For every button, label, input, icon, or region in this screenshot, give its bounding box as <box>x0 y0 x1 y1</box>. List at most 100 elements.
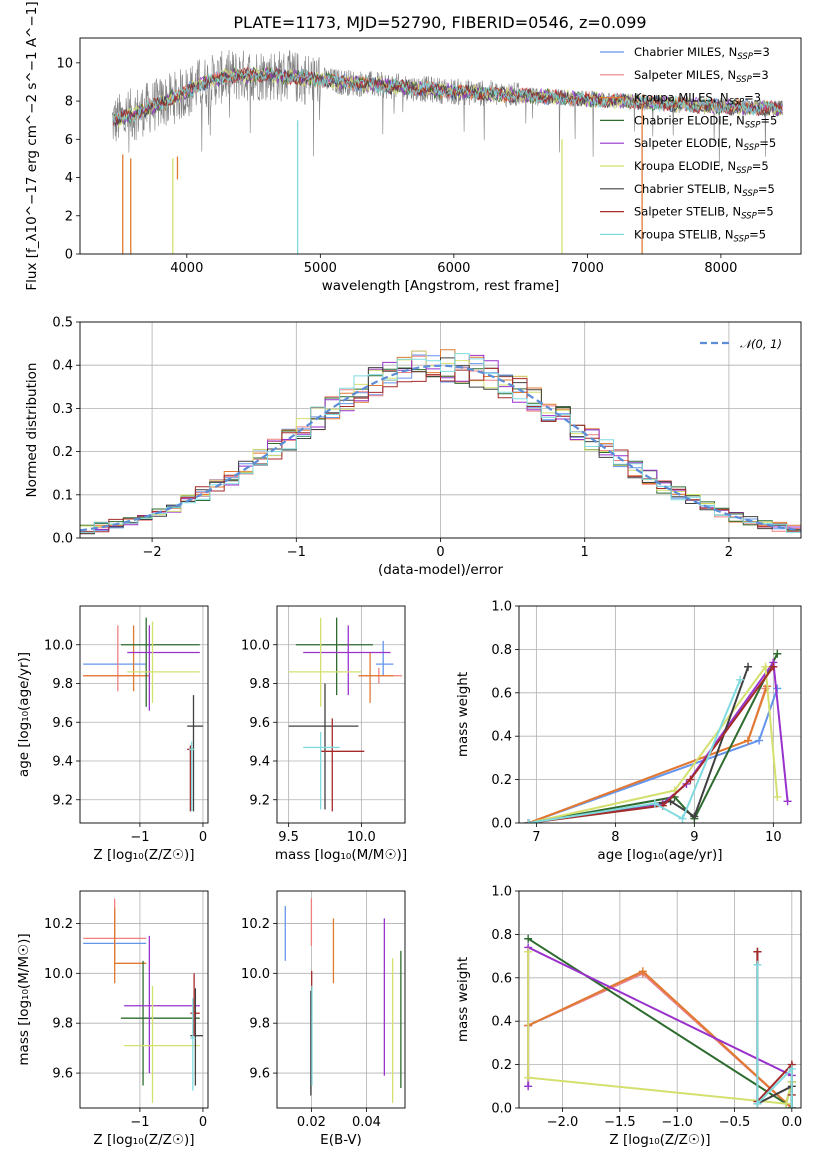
legend-entry-sub: SSP <box>742 189 758 199</box>
mass-weight-marker <box>753 947 762 956</box>
y-tick-label: 9.8 <box>52 677 73 692</box>
x-tick-label: −1 <box>287 545 306 560</box>
legend-entry: Salpeter STELIB, NSSP=5 <box>634 205 774 222</box>
errorbar-point <box>124 985 200 1104</box>
axes-frame <box>79 890 209 1109</box>
legend-entry-name: Chabrier MILES, N <box>634 45 737 59</box>
errorbar-point <box>83 625 150 692</box>
x-tick-label: −1 <box>130 830 149 845</box>
y-tick-label: 10.0 <box>44 638 73 653</box>
mass-weight-marker <box>782 1099 791 1108</box>
legend-entry-tail: =5 <box>759 136 776 150</box>
x-tick-label: 0 <box>199 1115 207 1130</box>
x-tick-label: 0.02 <box>297 1115 326 1130</box>
mass-weight-marker <box>524 819 533 823</box>
x-tick-label: −2 <box>143 545 162 560</box>
legend-entry-name: Chabrier ELODIE, N <box>634 113 745 127</box>
y-tick-label: 10.2 <box>44 917 73 932</box>
x-axis-label: E(B-V) <box>320 1132 362 1148</box>
y-tick-label: 1.0 <box>491 885 512 900</box>
mass-weight-line <box>527 945 793 1087</box>
x-axis-label: Z [log₁₀(Z/Z☉)] <box>93 1132 194 1148</box>
figure-title: PLATE=1173, MJD=52790, FIBERID=0546, z=0… <box>233 13 646 32</box>
mass-weight-marker <box>690 812 699 821</box>
legend-entry-sub: SSP <box>744 143 760 153</box>
x-axis-label: wavelength [Angstrom, rest frame] <box>322 278 560 294</box>
axes-frame <box>79 37 802 255</box>
mass-weight-marker <box>773 649 782 658</box>
plot-area <box>83 898 203 1104</box>
legend-entry: Chabrier STELIB, NSSP=5 <box>634 182 775 199</box>
x-tick-label: 10 <box>765 830 782 845</box>
age_vs_Z-chart: −1 0 9.2 9.4 9.6 9.8 10.0 Z [log₁₀(Z/Z☉)] age [l… <box>16 605 209 863</box>
x-tick-label: 5000 <box>304 261 337 276</box>
y-tick-label: 9.8 <box>249 677 270 692</box>
y-tick-label: 0.0 <box>52 532 73 547</box>
legend-entry: Kroupa ELODIE, NSSP=5 <box>634 159 769 176</box>
legend-entry: 𝒩(0, 1) <box>740 337 782 351</box>
y-tick-label: 10.0 <box>241 967 270 982</box>
legend-entry-name: Salpeter ELODIE, N <box>634 136 744 150</box>
y-axis-label: Flux [f_λ10^−17 erg cm^−2 s^−1 A^−1] <box>24 1 40 290</box>
residual-histogram <box>80 367 801 533</box>
mass-weight-marker <box>686 775 695 784</box>
legend-entry-sub: SSP <box>741 212 757 222</box>
y-tick-label: 0.6 <box>491 686 512 701</box>
y-tick-label: 1.0 <box>491 600 512 615</box>
mass-weight-marker <box>787 1104 796 1108</box>
plot-area <box>83 617 203 812</box>
x-tick-label: 0 <box>199 830 207 845</box>
legend-entry-sub: SSP <box>736 166 752 176</box>
legend-entry-name: Kroupa ELODIE, N <box>634 159 736 173</box>
legend-entry-sub: SSP <box>734 234 750 244</box>
y-tick-label: 0.8 <box>491 928 512 943</box>
spectrum-chart: 4000 5000 6000 7000 8000 0 2 4 6 8 10 wavelength [A… <box>24 1 802 294</box>
legend-entry-sub: SSP <box>737 52 753 62</box>
y-tick-label: 8 <box>65 95 73 110</box>
legend-entry-sub: SSP <box>729 98 745 108</box>
mass_vs_ebv-chart: 0.02 0.04 9.6 9.8 10.0 10.2 E(B-V) <box>241 890 406 1148</box>
x-axis-label: age [log₁₀(age/yr)] <box>597 847 722 863</box>
x-tick-label: 1 <box>581 545 589 560</box>
mass-weight-line <box>527 972 793 1108</box>
plot-area <box>288 617 403 812</box>
y-tick-label: 0.6 <box>491 971 512 986</box>
x-tick-label: 0.04 <box>352 1115 381 1130</box>
x-tick-label: −0.5 <box>719 1115 751 1130</box>
mass-weight-line <box>756 951 793 1108</box>
mass-weight-marker <box>787 1064 796 1073</box>
mass-weight-marker <box>753 1099 762 1108</box>
y-tick-label: 9.6 <box>249 1067 270 1082</box>
x-axis-label: Z [log₁₀(Z/Z☉)] <box>609 1132 710 1148</box>
y-tick-label: 0.1 <box>52 488 73 503</box>
errorbar-point <box>83 625 150 692</box>
errorbar-point <box>190 973 200 1036</box>
errorbar-point <box>375 640 394 676</box>
weight_vs_age-chart: 7 8 9 10 0.0 0.2 0.4 0.6 0.8 1.0 age [log₁₀(age/yr… <box>455 600 802 863</box>
legend-entry-name: Salpeter STELIB, N <box>634 205 741 219</box>
plot-area <box>284 898 402 1104</box>
mass-weight-line <box>527 972 793 1108</box>
legend-entry: Kroupa STELIB, NSSP=5 <box>634 227 766 244</box>
y-tick-label: 9.2 <box>52 793 73 808</box>
y-tick-label: 0.2 <box>52 445 73 460</box>
mass-weight-line <box>527 951 793 1105</box>
x-tick-label: 2 <box>725 545 733 560</box>
legend-entry-sub: SSP <box>736 75 752 85</box>
mass-weight-line <box>528 666 775 823</box>
mass-weight-line <box>756 951 793 1105</box>
errorbar-point <box>320 718 365 812</box>
legend-entry-tail: =3 <box>752 68 769 82</box>
mass-weight-line <box>528 679 742 823</box>
y-tick-label: 6 <box>65 133 73 148</box>
mass-weight-marker <box>524 1082 533 1091</box>
axes-frame <box>276 890 406 1109</box>
residuals-chart: −2 −1 0 1 2 0.0 0.1 0.2 0.3 0.4 0.5 (data-model)/er… <box>24 316 802 578</box>
mass-weight-marker <box>773 792 782 801</box>
x-tick-label: 8 <box>611 830 619 845</box>
legend-entry-name: Chabrier STELIB, N <box>634 182 742 196</box>
y-tick-label: 0.2 <box>491 773 512 788</box>
mass-weight-line <box>527 970 793 1108</box>
y-tick-label: 10.0 <box>241 638 270 653</box>
